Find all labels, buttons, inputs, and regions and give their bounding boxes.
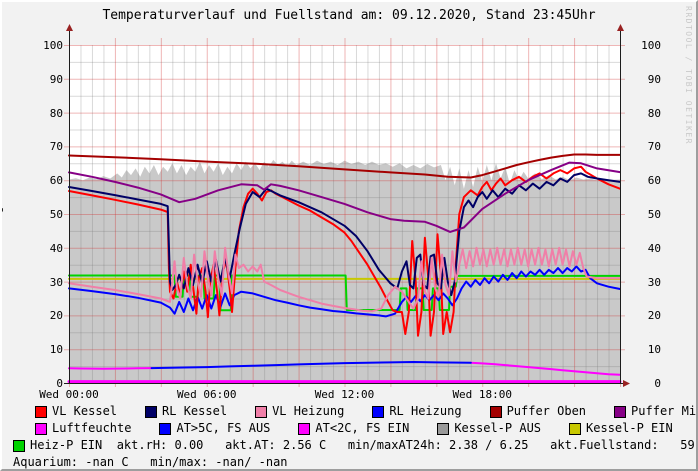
- y-tick-label-left: 90: [49, 72, 63, 86]
- legend-item-at-2c-fs-ein: AT<2C, FS EIN: [298, 422, 409, 435]
- y-tick-label-left: 30: [49, 275, 63, 289]
- area-kessel-p-aus: [69, 159, 620, 383]
- legend-swatch: [437, 422, 450, 435]
- legend-swatch: [35, 405, 47, 418]
- y-tick-label-left: 10: [49, 343, 63, 357]
- series-at-2c-fs-ein-spaet-: [469, 361, 621, 376]
- series-vl-kessel: [68, 165, 621, 337]
- y-tick-label-right: 90: [647, 72, 661, 86]
- legend-label: Luftfeuchte: [52, 421, 132, 435]
- series-at-5c-fs-aus: [150, 361, 472, 370]
- legend-swatch: [35, 422, 47, 435]
- grid-major: [64, 38, 625, 387]
- y-tick-label-right: 100: [641, 39, 661, 52]
- legend-item-kessel-p-ein: Kessel-P EIN: [569, 422, 673, 435]
- y-tick-label-left: 0: [56, 377, 63, 390]
- legend-label: Heiz-P EIN: [30, 438, 103, 452]
- legend-swatch-heiz-p-ein: [13, 439, 25, 452]
- legend-item-vl-heizung: VL Heizung: [255, 405, 344, 418]
- axis-arrows: [66, 24, 630, 387]
- x-tick-label: Wed 12:00: [314, 388, 375, 401]
- legend-item-rl-kessel: RL Kessel: [145, 405, 227, 418]
- legend-item-luftfeuchte: Luftfeuchte: [35, 422, 131, 435]
- legend-item-rl-heizung: RL Heizung: [372, 404, 462, 418]
- legend-item-heiz-p-ein: Heiz-P EIN: [13, 439, 102, 452]
- series-at-2c-fs-ein-frueh-: [68, 367, 153, 370]
- y-tick-label-right: 70: [647, 140, 661, 154]
- y-tick-label-right: 10: [647, 343, 661, 357]
- legend-label: VL Heizung: [272, 404, 345, 418]
- axes: [64, 30, 623, 384]
- legend-swatch: [145, 405, 158, 418]
- legend-swatch: [614, 405, 627, 418]
- series-puffer-oben: [68, 153, 621, 179]
- legend-swatch: [569, 422, 582, 435]
- legend: VL Kessel RL Kessel VL Heizung RL Heizung Pu…: [13, 404, 697, 469]
- legend-swatch: [372, 405, 385, 418]
- status-values: akt.rH: 0.00 akt.AT: 2.56 C min/maxAT24h…: [102, 438, 695, 452]
- legend-row: Luftfeuchte AT>5C, FS AUS AT<2C, FS EIN Kes…: [35, 422, 696, 435]
- series-puffer-mitte: [68, 161, 621, 233]
- legend-status-row: Heiz-P EIN akt.rH: 0.00 akt.AT: 2.56 C m…: [13, 438, 696, 452]
- y-tick-label-right: 50: [647, 208, 661, 221]
- legend-item-puffer-oben: Puffer Oben: [489, 404, 587, 418]
- y-tick-label-left: 40: [49, 241, 63, 255]
- legend-item-at-5c-fs-aus: AT>5C, FS AUS: [159, 422, 270, 435]
- legend-label: Puffer Oben: [506, 404, 587, 418]
- legend-label: Kessel-P EIN: [586, 421, 673, 435]
- y-tick-label-right: 30: [647, 275, 661, 289]
- legend-label: AT<2C, FS EIN: [315, 421, 410, 435]
- y-tick-label-left: 60: [49, 174, 63, 188]
- y-tick-label-left: 100: [43, 39, 63, 52]
- legend-row: VL Kessel RL Kessel VL Heizung RL Heizung Pu…: [35, 404, 697, 418]
- aquarium-status-row: Aquarium: -nan C min/max: -nan/ -nan: [13, 455, 288, 469]
- series-vl-heizung: [68, 246, 621, 313]
- y-tick-label-right: 20: [647, 309, 661, 323]
- legend-item-puffer-mitte: Puffer Mitte: [614, 404, 697, 418]
- legend-swatch: [489, 405, 502, 418]
- legend-label: RL Heizung: [389, 404, 462, 418]
- chart-title: Temperaturverlauf und Fuellstand am: 09.…: [102, 8, 596, 23]
- y-tick-label-left: 80: [49, 106, 63, 120]
- legend-label: Kessel-P AUS: [454, 421, 542, 435]
- legend-swatch: [159, 422, 172, 435]
- legend-label: RL Kessel: [162, 404, 228, 418]
- x-tick-label: Wed 00:00: [39, 388, 99, 401]
- y-tick-label-right: 40: [647, 241, 661, 255]
- y-tick-label-right: 0: [654, 377, 661, 390]
- legend-swatch: [298, 422, 311, 435]
- legend-rows: VL Kessel RL Kessel VL Heizung RL Heizung Pu…: [35, 404, 697, 435]
- legend-item-kessel-p-aus: Kessel-P AUS: [437, 422, 541, 435]
- legend-item-vl-kessel: VL Kessel: [35, 405, 117, 418]
- y-tick-label-right: 60: [647, 174, 661, 188]
- y-tick-label-left: 20: [49, 309, 63, 323]
- rrdtool-watermark: RRDTOOL / TOBI OETIKER: [684, 6, 693, 145]
- legend-label: VL Kessel: [52, 404, 118, 418]
- legend-label: Puffer Mitte: [631, 404, 697, 418]
- legend-label: AT>5C, FS AUS: [176, 421, 271, 435]
- y-tick-label-right: 80: [647, 106, 661, 120]
- x-tick-label: Wed 18:00: [452, 388, 513, 401]
- y-tick-label-left: 50: [49, 208, 63, 221]
- x-tick-label: Wed 06:00: [176, 388, 237, 401]
- legend-swatch: [255, 405, 268, 418]
- y-tick-label-left: 70: [49, 140, 63, 154]
